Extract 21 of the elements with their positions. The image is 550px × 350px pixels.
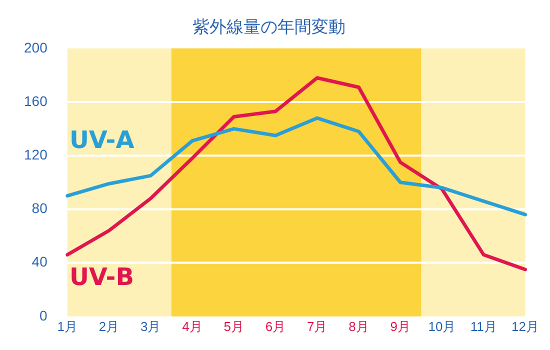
y-tick-label: 160 [24, 92, 48, 109]
y-tick-label: 200 [24, 39, 48, 56]
x-tick-label: 12月 [512, 318, 540, 334]
x-tick-label: 4月 [182, 318, 202, 334]
x-tick-label: 10月 [428, 318, 456, 334]
y-tick-label: 40 [32, 254, 48, 270]
series-label: UV-A [69, 126, 135, 154]
x-tick-label: 6月 [265, 318, 286, 334]
y-tick-label: 80 [32, 200, 48, 216]
x-tick-label: 2月 [98, 318, 120, 334]
x-tick-label: 5月 [224, 318, 244, 334]
x-tick-label: 1月 [57, 318, 78, 334]
chart-title: 紫外線量の年間変動 [192, 18, 346, 38]
y-tick-label: 0 [40, 307, 48, 324]
x-tick-label: 9月 [390, 318, 410, 334]
x-tick-label: 8月 [348, 318, 369, 334]
series-label: UV-B [69, 262, 134, 291]
x-tick-label: 3月 [140, 318, 161, 334]
x-tick-label: 7月 [307, 318, 328, 334]
x-tick-label: 11月 [470, 318, 497, 334]
y-tick-label: 120 [24, 146, 48, 162]
